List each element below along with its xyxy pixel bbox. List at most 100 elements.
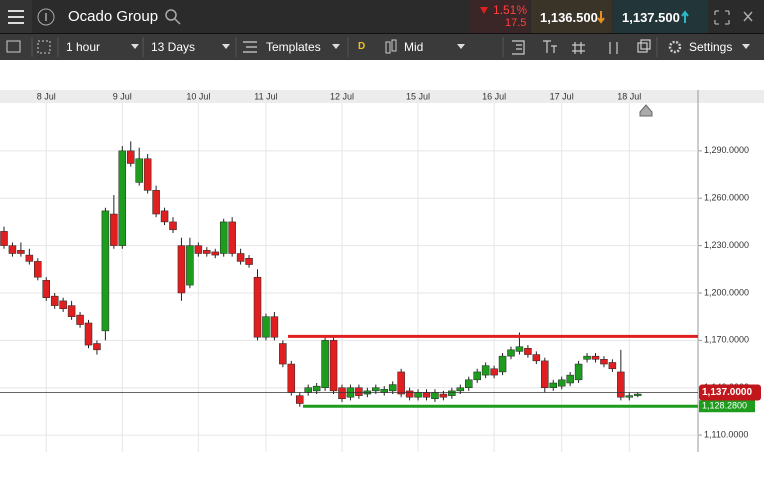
candle-body [25, 254, 34, 262]
candle-body [414, 392, 422, 398]
x-tick-label: 15 Jul [406, 91, 430, 101]
date-axis [0, 90, 764, 103]
candle-body [169, 221, 177, 231]
x-tick-label: 18 Jul [617, 91, 641, 101]
candle-body [312, 385, 321, 392]
candle-body [498, 355, 507, 373]
level-tag [699, 400, 755, 413]
buy-price[interactable]: 1,137.500 [622, 10, 680, 25]
y-tick-label: 1,200.0000 [704, 287, 749, 297]
candle-body [321, 340, 329, 388]
candle-body [127, 150, 135, 164]
candle-body [219, 221, 228, 254]
candle-body [304, 387, 312, 393]
candle-body [203, 250, 211, 254]
candle-body [448, 390, 456, 396]
layout-icon[interactable] [6, 40, 21, 53]
candle-body [245, 257, 253, 265]
candle-body [507, 349, 515, 357]
candle-body [236, 253, 245, 262]
candle-body [355, 387, 363, 396]
candle-body [211, 251, 219, 256]
candle-body [591, 355, 600, 360]
candle-body [279, 343, 287, 365]
x-tick-label: 10 Jul [186, 91, 210, 101]
candle-body [422, 392, 431, 398]
candle-body [76, 314, 84, 325]
candle-body [473, 371, 481, 381]
candle-body [143, 158, 152, 191]
candle-body [135, 158, 143, 183]
range-select[interactable]: 13 Days [151, 40, 196, 54]
candle-body [84, 322, 93, 346]
candle-body [634, 393, 642, 396]
candle-body [0, 231, 8, 246]
candle-body [59, 300, 67, 310]
candle-body [93, 343, 101, 351]
candle-body [287, 363, 296, 393]
candle-body [574, 363, 583, 381]
candle-body [17, 250, 25, 254]
marker [639, 104, 653, 117]
candle-body [549, 382, 557, 388]
last-price-label: 1,137.0000 [702, 387, 752, 398]
candle-body [405, 390, 414, 398]
candle-body [228, 221, 236, 254]
sell-box[interactable] [531, 0, 612, 33]
info-icon[interactable] [37, 8, 55, 26]
sell-price[interactable]: 1,136.500 [540, 10, 598, 25]
candle-body [8, 245, 17, 254]
y-tick-label: 1,230.0000 [704, 240, 749, 250]
change-pct: 1.51% [493, 3, 528, 17]
candle-body [541, 360, 549, 388]
candle-body [67, 305, 76, 317]
candle-body [524, 347, 532, 355]
candle-body [388, 384, 397, 392]
candle-body [194, 245, 203, 254]
candle-body [118, 150, 127, 246]
candle-body [456, 387, 465, 392]
change-abs: 17.5 [505, 17, 527, 29]
y-tick-label: 1,170.0000 [704, 335, 749, 345]
search-icon[interactable] [165, 9, 177, 21]
candle-body [608, 362, 617, 370]
candle-body [617, 371, 625, 398]
candle-body [177, 245, 186, 294]
close-icon[interactable] [743, 11, 753, 22]
candle-body [431, 392, 439, 400]
candle-body [50, 295, 59, 306]
candle-body [186, 245, 194, 286]
d-button[interactable]: D [358, 41, 366, 52]
templates-select[interactable]: Templates [266, 40, 321, 54]
chart: 1,110.00001,140.00001,170.00001,200.0000… [0, 90, 764, 452]
x-tick-label: 16 Jul [482, 91, 506, 101]
candle-body [557, 379, 566, 387]
x-tick-label: 8 Jul [37, 91, 56, 101]
candle-body [34, 261, 42, 278]
candle-body [439, 393, 448, 398]
candle-body [397, 371, 405, 395]
settings-button[interactable]: Settings [689, 40, 733, 54]
settings-icon[interactable] [668, 40, 682, 54]
interval-select[interactable]: 1 hour [66, 40, 101, 54]
x-tick-label: 11 Jul [254, 91, 277, 101]
expand-icon[interactable] [714, 10, 730, 25]
page: Ocado Group 1.51% 17.5 1,136.500 1,137.5… [0, 0, 764, 452]
buy-box[interactable] [613, 0, 708, 33]
candle-body [515, 346, 524, 352]
x-tick-label: 17 Jul [550, 91, 574, 101]
candle-body [296, 395, 304, 404]
candle-body [338, 387, 346, 400]
price-type-select[interactable]: Mid [404, 40, 424, 54]
level-label: 1,128.2800 [702, 401, 747, 411]
x-tick-label: 9 Jul [113, 91, 132, 101]
top-bar: Ocado Group 1.51% 17.5 1,136.500 1,137.5… [0, 0, 764, 34]
y-tick-label: 1,110.0000 [704, 429, 748, 439]
candle-body [101, 210, 110, 332]
last-price-tag [699, 384, 761, 401]
toolbar-icons [6, 37, 750, 57]
candle-body [253, 276, 262, 338]
x-tick-label: 12 Jul [330, 91, 354, 101]
grid-icon[interactable] [37, 40, 51, 54]
candle-body [42, 280, 50, 298]
